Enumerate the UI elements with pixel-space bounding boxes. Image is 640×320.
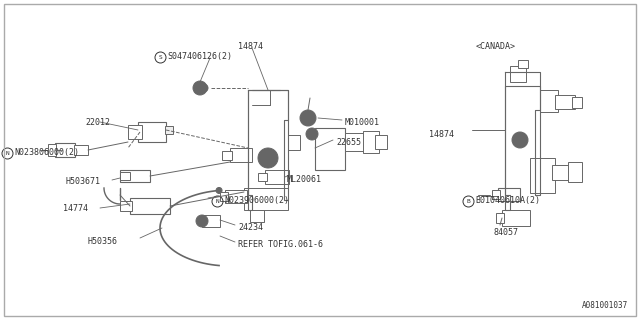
Bar [496,213,504,223]
Text: H50356: H50356 [88,237,118,246]
Circle shape [300,110,316,126]
Text: B01040610A(2): B01040610A(2) [475,196,540,205]
Text: 84057: 84057 [493,228,518,237]
Text: A081001037: A081001037 [582,301,628,310]
Circle shape [193,81,207,95]
Bar [492,190,500,199]
Bar [120,170,150,182]
Bar [530,158,555,193]
Circle shape [306,128,318,140]
Bar [48,144,56,156]
Text: N023906000(2): N023906000(2) [224,196,289,205]
Bar [258,173,267,181]
Bar [165,126,173,134]
Bar [345,133,367,151]
Bar [375,135,387,149]
Polygon shape [505,72,540,210]
Text: H503671: H503671 [65,177,100,186]
Text: N023806000(2): N023806000(2) [14,148,79,157]
Bar [510,66,526,82]
Bar [128,125,142,139]
Text: REFER TOFIG.061-6: REFER TOFIG.061-6 [238,240,323,249]
Bar [250,210,264,222]
Bar [502,210,530,226]
Text: 24234: 24234 [238,223,263,232]
Text: N: N [216,199,220,204]
Text: 22655: 22655 [336,138,361,147]
Text: <CANADA>: <CANADA> [476,42,516,51]
Circle shape [258,148,278,168]
Text: ML20061: ML20061 [287,175,322,184]
Polygon shape [248,90,288,210]
Bar [225,190,247,203]
Bar [120,172,130,180]
Bar [220,192,228,201]
Bar [552,165,572,180]
Text: 14874: 14874 [429,130,454,139]
Text: B: B [467,199,470,204]
Bar [130,198,170,214]
Bar [555,95,575,109]
Bar [540,90,558,112]
Text: 22012: 22012 [85,118,110,127]
Text: 14874: 14874 [238,42,263,51]
Bar [363,131,379,153]
Text: S047406126(2): S047406126(2) [167,52,232,61]
Circle shape [263,153,273,163]
Bar [315,128,345,170]
Bar [202,215,220,227]
Bar [572,97,582,108]
Text: N: N [6,151,10,156]
Bar [230,148,252,162]
Bar [288,135,300,150]
Bar [244,188,288,210]
Bar [498,188,520,201]
Bar [74,145,88,155]
Bar [265,170,289,184]
Circle shape [216,188,222,194]
Bar [222,151,232,160]
Bar [518,60,528,68]
Text: 14774: 14774 [63,204,88,213]
Circle shape [304,114,312,122]
Circle shape [516,136,524,144]
Bar [55,143,75,157]
Bar [120,201,132,211]
Bar [138,122,166,142]
Text: M010001: M010001 [345,118,380,127]
Circle shape [200,84,208,92]
Text: S: S [159,55,163,60]
Circle shape [196,215,208,227]
Circle shape [512,132,528,148]
Bar [568,162,582,182]
